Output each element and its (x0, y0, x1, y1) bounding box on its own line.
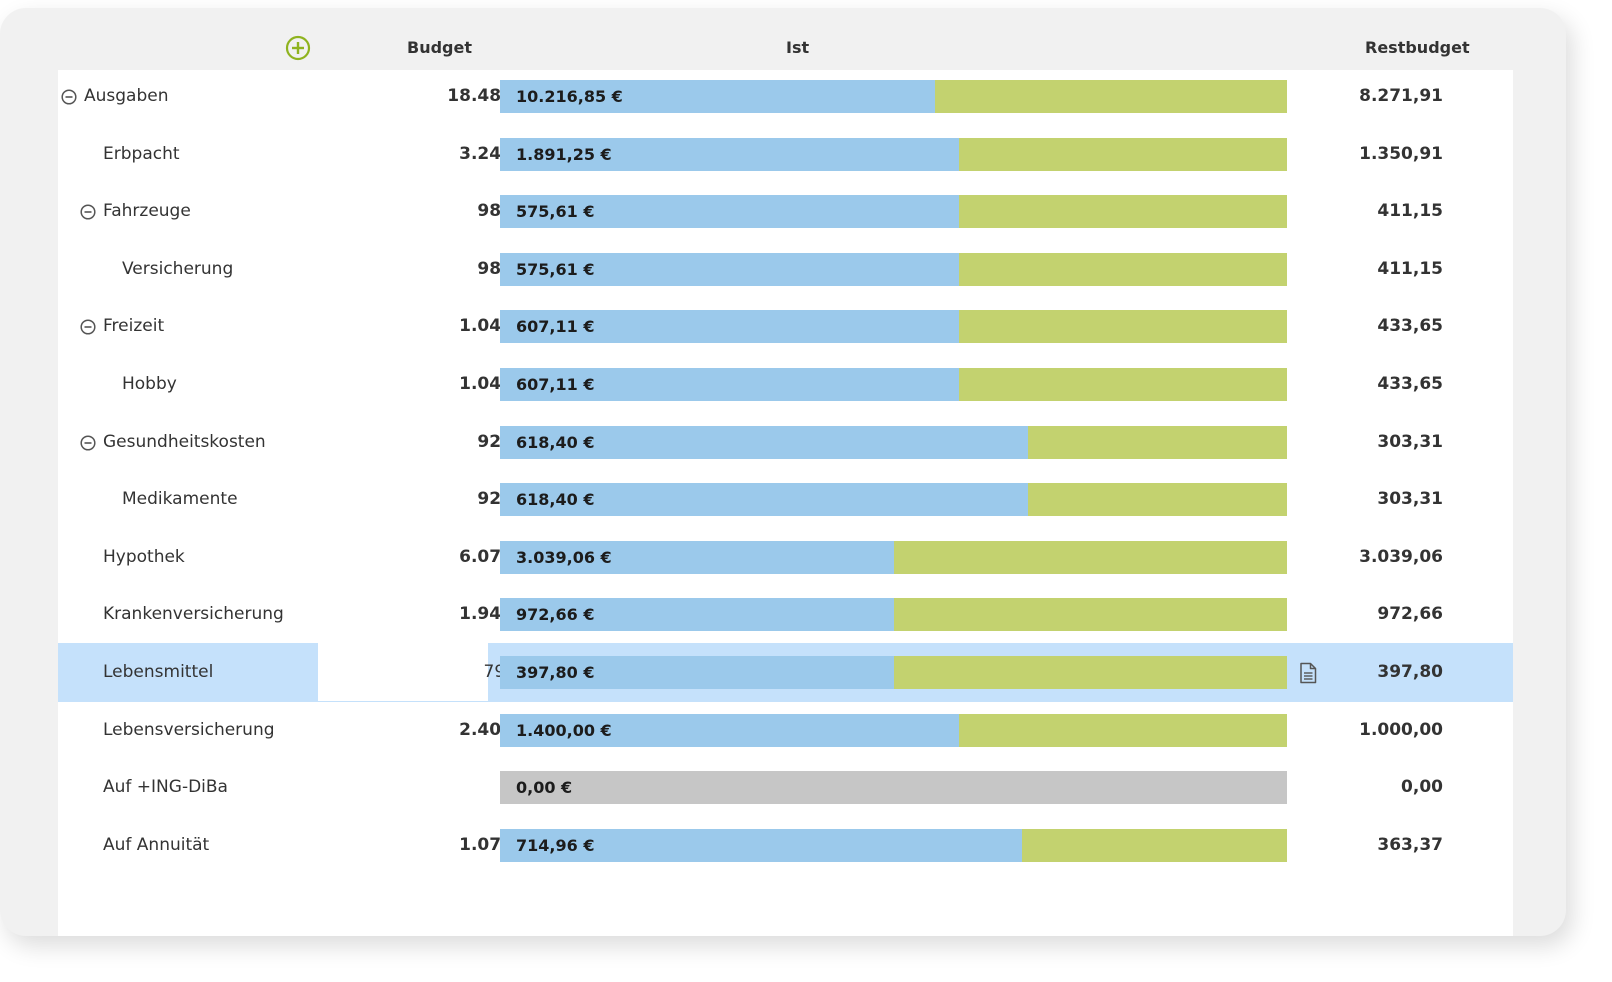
category-label: Auf +ING-DiBa (103, 777, 228, 798)
category-label: Lebensmittel (103, 662, 214, 682)
table-row[interactable]: Lebensmittel795,60397,80 €397,80 (58, 643, 1513, 702)
category-cell[interactable] (58, 528, 318, 587)
ist-progress-bar: 575,61 € (500, 252, 1287, 286)
restbudget-value: 972,66 (1377, 604, 1443, 625)
table-row[interactable]: Lebensversicherung2.400,001.400,00 €1.00… (58, 701, 1513, 760)
table-row[interactable]: Versicherung986,76575,61 €411,15 (58, 240, 1513, 299)
ist-progress-bar: 1.400,00 € (500, 713, 1287, 747)
restbudget-value: 303,31 (1377, 431, 1443, 452)
restbudget-value: 303,31 (1377, 489, 1443, 510)
restbudget-value: 3.039,06 (1359, 546, 1443, 567)
ist-progress-bar: 0,00 € (500, 771, 1287, 805)
restbudget-value: 411,15 (1377, 201, 1443, 222)
restbudget-value: 433,65 (1377, 374, 1443, 394)
ist-progress-fill (500, 713, 960, 747)
ist-progress-fill (500, 310, 960, 344)
ist-progress-bar: 10.216,85 € (500, 80, 1287, 113)
ist-progress-fill (500, 80, 935, 113)
ist-value: 3.039,06 € (516, 547, 612, 567)
restbudget-value: 363,37 (1377, 834, 1443, 855)
category-label: Hypothek (103, 546, 185, 567)
ist-value: 397,80 € (516, 663, 595, 682)
restbudget-value: 1.350,91 (1359, 143, 1443, 164)
header-restbudget[interactable]: Restbudget (1365, 38, 1470, 57)
table-row[interactable]: Fahrzeuge986,76575,61 €411,15 (58, 182, 1513, 241)
ist-progress-bar: 575,61 € (500, 195, 1287, 229)
restbudget-value: 411,15 (1377, 258, 1443, 279)
ist-progress-bar: 3.039,06 € (500, 540, 1287, 574)
category-cell[interactable] (58, 355, 318, 414)
ist-value: 1.891,25 € (516, 144, 612, 164)
restbudget-value: 397,80 (1377, 662, 1443, 682)
ist-value: 714,96 € (516, 835, 595, 855)
restbudget-value: 1.000,00 (1359, 719, 1443, 740)
collapse-icon[interactable] (80, 435, 96, 451)
ist-value: 972,66 € (516, 605, 595, 625)
category-label: Ausgaben (84, 86, 169, 106)
ist-progress-fill (500, 137, 960, 171)
table-row[interactable]: Hypothek6.078,123.039,06 €3.039,06 (58, 528, 1513, 587)
ist-progress-bar: 607,11 € (500, 368, 1287, 401)
category-label: Erbpacht (103, 143, 180, 164)
restbudget-value: 433,65 (1377, 316, 1443, 337)
ist-progress-bar: 618,40 € (500, 425, 1287, 459)
category-cell[interactable] (58, 643, 318, 702)
category-label: Versicherung (122, 258, 234, 279)
ist-progress-bar: 714,96 € (500, 828, 1287, 862)
ist-progress-bar: 607,11 € (500, 310, 1287, 344)
ist-value: 618,40 € (516, 432, 595, 452)
collapse-icon[interactable] (80, 319, 96, 335)
ist-value: 10.216,85 € (516, 87, 623, 106)
table-row[interactable]: Medikamente921,71618,40 €303,31 (58, 470, 1513, 529)
restbudget-value: 0,00 (1401, 777, 1443, 798)
header-budget[interactable]: Budget (407, 38, 472, 57)
category-label: Freizeit (103, 316, 165, 337)
category-label: Auf Annuität (103, 834, 210, 855)
collapse-icon[interactable] (80, 204, 96, 220)
ist-progress-fill (500, 540, 894, 574)
table-row[interactable]: Gesundheitskosten921,71618,40 €303,31 (58, 413, 1513, 472)
collapse-icon[interactable] (61, 89, 77, 105)
category-label: Gesundheitskosten (103, 431, 266, 452)
ist-progress-bar: 618,40 € (500, 483, 1287, 517)
selection-underline (318, 701, 488, 702)
ist-value: 575,61 € (516, 259, 595, 279)
category-cell[interactable] (58, 297, 318, 356)
ist-progress-fill (500, 656, 894, 689)
header-ist[interactable]: Ist (786, 38, 810, 57)
table-row[interactable]: Erbpacht3.242,161.891,25 €1.350,91 (58, 125, 1513, 184)
category-cell[interactable] (58, 125, 318, 184)
ist-progress-fill (500, 252, 960, 286)
ist-value: 618,40 € (516, 490, 595, 510)
ist-progress-bar: 972,66 € (500, 598, 1287, 632)
ist-progress-fill (500, 483, 1028, 517)
ist-value: 607,11 € (516, 375, 595, 394)
ist-progress-fill (500, 828, 1022, 862)
ist-progress-fill (500, 368, 960, 401)
add-circle-icon[interactable] (285, 35, 311, 61)
ist-progress-fill (500, 195, 960, 229)
table-row[interactable]: Krankenversicherung1.945,32972,66 €972,6… (58, 585, 1513, 644)
ist-progress-fill (500, 425, 1028, 459)
category-label: Lebensversicherung (103, 719, 275, 740)
ist-progress-fill (500, 598, 894, 632)
ist-progress-bar: 397,80 € (500, 656, 1287, 689)
ist-value: 607,11 € (516, 317, 595, 337)
table-row[interactable]: Ausgaben 18.488,76 10.216,85 €8.271,91 (58, 67, 1513, 126)
ist-value: 575,61 € (516, 202, 595, 222)
category-label: Krankenversicherung (103, 604, 284, 625)
table-row[interactable]: Auf Annuität1.078,33714,96 €363,37 (58, 816, 1513, 875)
restbudget-value: 8.271,91 (1359, 86, 1443, 106)
document-icon[interactable] (1296, 661, 1320, 685)
category-label: Medikamente (122, 489, 238, 510)
table-row[interactable]: Freizeit1.040,76607,11 €433,65 (58, 297, 1513, 356)
ist-value: 0,00 € (516, 778, 573, 798)
category-label: Hobby (122, 374, 177, 394)
table-row[interactable]: Hobby1.040,76607,11 €433,65 (58, 355, 1513, 414)
ist-progress-bar: 1.891,25 € (500, 137, 1287, 171)
ist-value: 1.400,00 € (516, 720, 612, 740)
category-label: Fahrzeuge (103, 201, 191, 222)
